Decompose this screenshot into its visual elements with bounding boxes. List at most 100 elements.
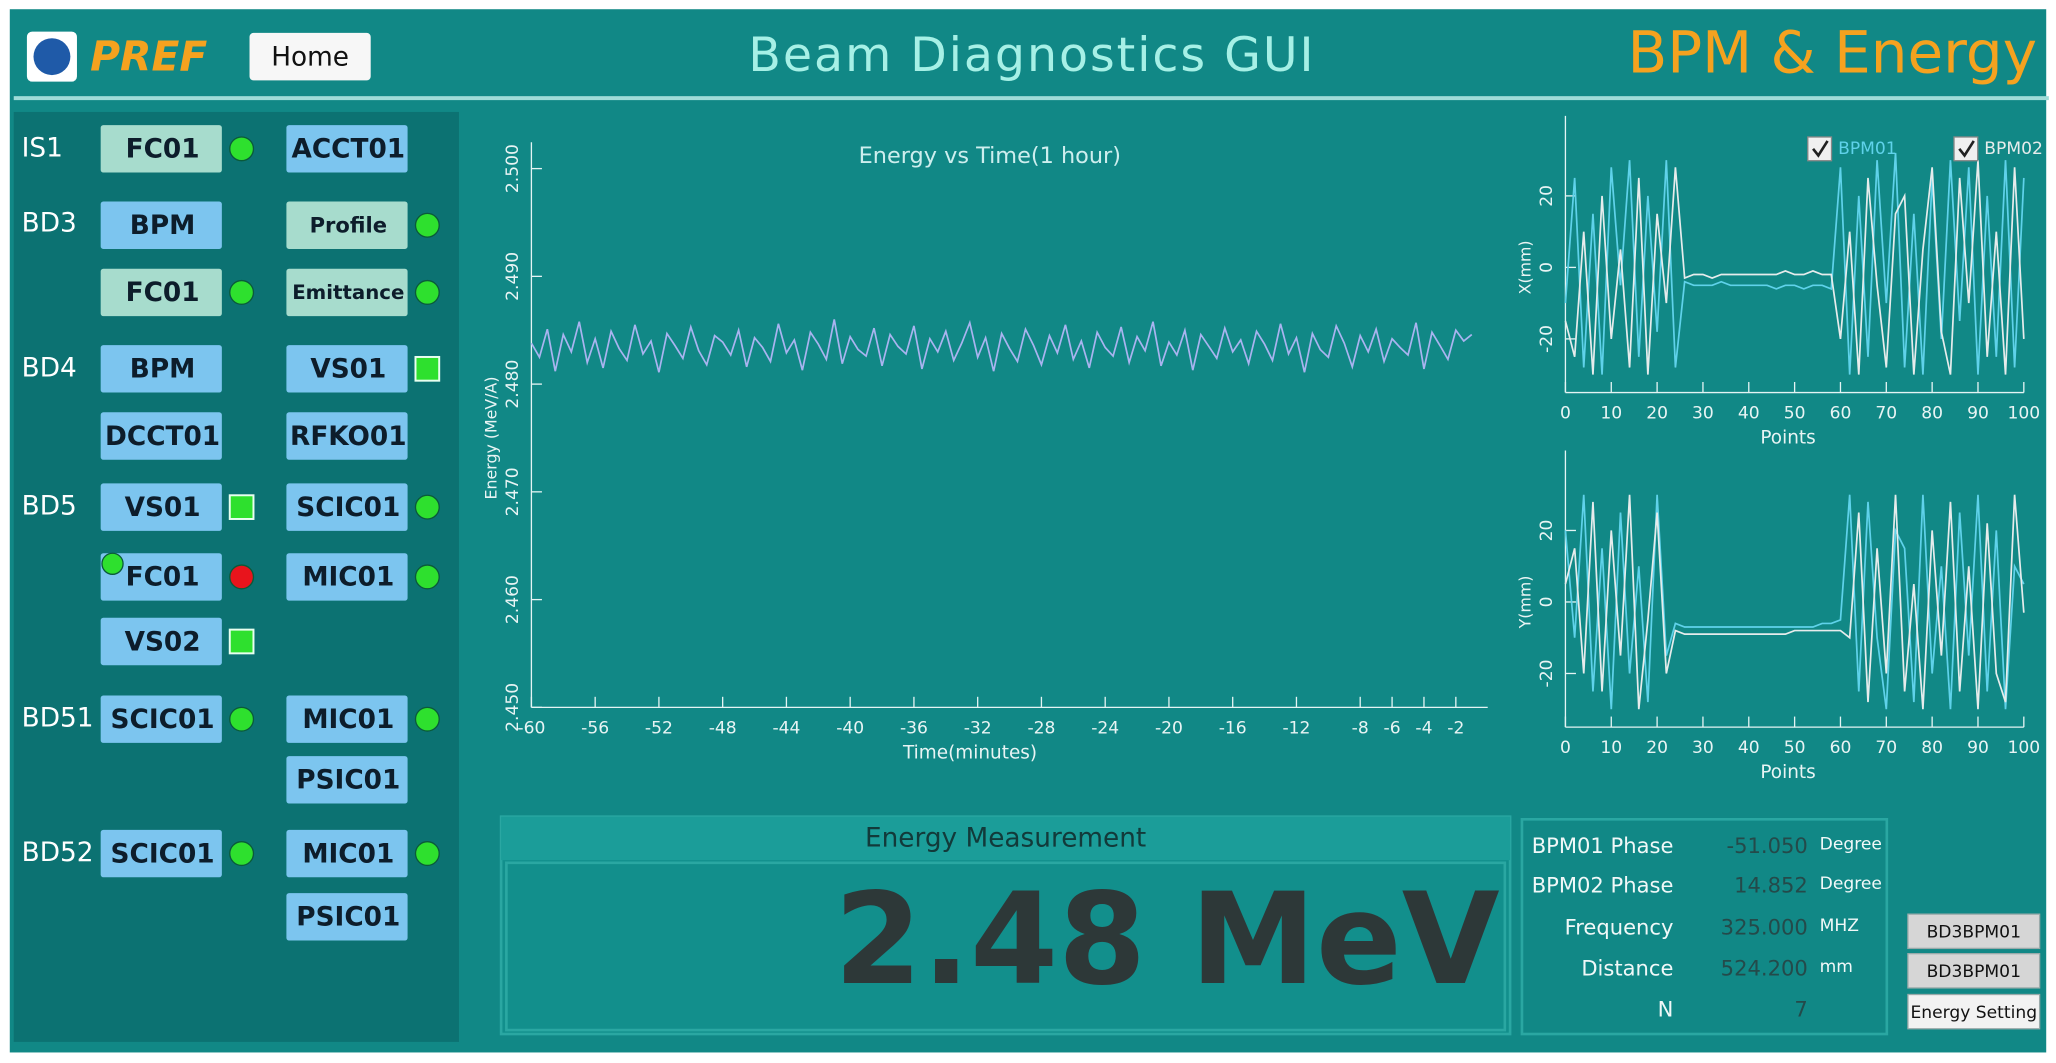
action-button[interactable]	[1907, 993, 2041, 1030]
nav-button[interactable]	[286, 483, 408, 531]
nav-button[interactable]	[286, 268, 408, 317]
status-indicator	[414, 494, 440, 520]
y-axis-title: Energy (MeV/A)	[481, 377, 500, 500]
info-unit: Degree	[1820, 834, 1882, 854]
x-tick-label: 0	[1560, 738, 1571, 758]
nav-button-label[interactable]: SCIC01	[111, 839, 215, 869]
nav-button[interactable]	[286, 345, 408, 393]
nav-button[interactable]	[100, 412, 222, 460]
nav-button-label[interactable]: VS01	[310, 355, 386, 385]
home-button[interactable]	[249, 32, 371, 81]
home-label[interactable]: Home	[271, 42, 349, 72]
nav-button-label[interactable]: MIC01	[302, 705, 394, 735]
legend-checkbox[interactable]	[1807, 136, 1833, 162]
nav-button[interactable]	[100, 268, 222, 317]
nav-button[interactable]	[286, 756, 408, 804]
legend-checkbox[interactable]	[1953, 136, 1979, 162]
y-axis-title: Y(mm)	[1515, 576, 1534, 630]
status-indicator	[414, 841, 440, 867]
action-button-label[interactable]: BD3BPM01	[1927, 923, 2021, 943]
y-tick-label: 2.460	[503, 575, 523, 624]
nav-button-label[interactable]: FC01	[126, 278, 200, 308]
info-label: N	[1658, 996, 1674, 1021]
nav-button-label[interactable]: ACCT01	[291, 135, 405, 165]
y-tick-label: 20	[1537, 185, 1557, 207]
nav-button-label[interactable]: Profile	[310, 213, 387, 238]
action-button[interactable]	[1907, 913, 2041, 950]
group-label: BD52	[22, 838, 94, 868]
nav-button-label[interactable]: BPM	[130, 355, 196, 385]
nav-button[interactable]	[286, 829, 408, 878]
x-tick-label: -6	[1384, 718, 1401, 738]
x-tick-label: 40	[1738, 738, 1760, 758]
y-tick-label: 2.450	[503, 683, 523, 732]
nav-button-label[interactable]: MIC01	[302, 839, 394, 869]
nav-button[interactable]	[286, 695, 408, 743]
nav-button[interactable]	[100, 553, 222, 601]
legend-check[interactable]	[1958, 140, 1975, 158]
nav-button-label[interactable]: FC01	[126, 135, 200, 165]
series-line	[1564, 494, 2025, 710]
nav-button-label[interactable]: RFKO01	[290, 422, 407, 452]
series-line	[530, 319, 1473, 373]
status-indicator	[101, 552, 124, 575]
nav-button[interactable]	[286, 893, 408, 941]
x-tick-label: -36	[900, 718, 928, 738]
nav-button[interactable]	[100, 345, 222, 393]
nav-button-label[interactable]: DCCT01	[105, 422, 220, 452]
energy-title: Energy Measurement	[865, 824, 1146, 854]
page-title: BPM & Energy	[1627, 19, 2037, 87]
x-tick-label: 20	[1646, 738, 1668, 758]
status-indicator	[414, 279, 440, 305]
x-tick-label: 70	[1875, 738, 1897, 758]
x-tick-label: 80	[1921, 738, 1943, 758]
logo-mark	[33, 38, 71, 76]
info-label: Frequency	[1565, 915, 1674, 940]
nav-button-label[interactable]: VS02	[125, 627, 201, 657]
status-indicator	[229, 564, 255, 590]
nav-button-label[interactable]: BPM	[130, 211, 196, 241]
action-button-label[interactable]: BD3BPM01	[1927, 962, 2021, 982]
group-label: BD4	[22, 353, 77, 383]
x-tick-label: -28	[1027, 718, 1055, 738]
legend-check[interactable]	[1812, 140, 1829, 158]
x-tick-label: 60	[1830, 738, 1852, 758]
x-tick-label: 60	[1830, 404, 1852, 424]
info-label: BPM01 Phase	[1532, 833, 1674, 858]
status-indicator	[414, 564, 440, 590]
nav-button[interactable]	[100, 483, 222, 531]
x-tick-label: 10	[1600, 738, 1622, 758]
info-value: 14.852	[1734, 872, 1808, 897]
nav-button[interactable]	[286, 125, 408, 173]
x-tick-label: 10	[1600, 404, 1622, 424]
nav-button[interactable]	[100, 617, 222, 666]
y-tick-label: 2.490	[503, 252, 523, 301]
nav-button-label[interactable]: MIC01	[302, 563, 394, 593]
status-indicator	[414, 212, 440, 238]
nav-button[interactable]	[286, 553, 408, 601]
status-indicator	[229, 136, 255, 162]
nav-button-label[interactable]: VS01	[125, 493, 201, 523]
nav-button-label[interactable]: SCIC01	[296, 493, 400, 523]
nav-button[interactable]	[100, 125, 222, 173]
y-tick-label: 2.500	[503, 144, 523, 193]
legend-label[interactable]: BPM01	[1838, 139, 1897, 159]
nav-button-label[interactable]: PSIC01	[296, 903, 400, 933]
action-button-label[interactable]: Energy Setting	[1910, 1003, 2037, 1023]
y-tick-label: 2.470	[503, 467, 523, 516]
nav-button-label[interactable]: Emittance	[292, 281, 404, 304]
nav-button[interactable]	[100, 829, 222, 878]
energy-value: 2.48 MeV	[834, 866, 1500, 1013]
group-label: BD3	[22, 208, 77, 238]
nav-button[interactable]	[100, 695, 222, 743]
nav-button-label[interactable]: SCIC01	[111, 705, 215, 735]
nav-button[interactable]	[286, 201, 408, 249]
action-button[interactable]	[1907, 953, 2041, 989]
nav-button-label[interactable]: PSIC01	[296, 766, 400, 796]
legend-label[interactable]: BPM02	[1984, 139, 2043, 159]
nav-button[interactable]	[100, 201, 222, 249]
nav-button[interactable]	[286, 412, 408, 460]
status-indicator	[229, 841, 255, 867]
nav-button-label[interactable]: FC01	[126, 563, 200, 593]
